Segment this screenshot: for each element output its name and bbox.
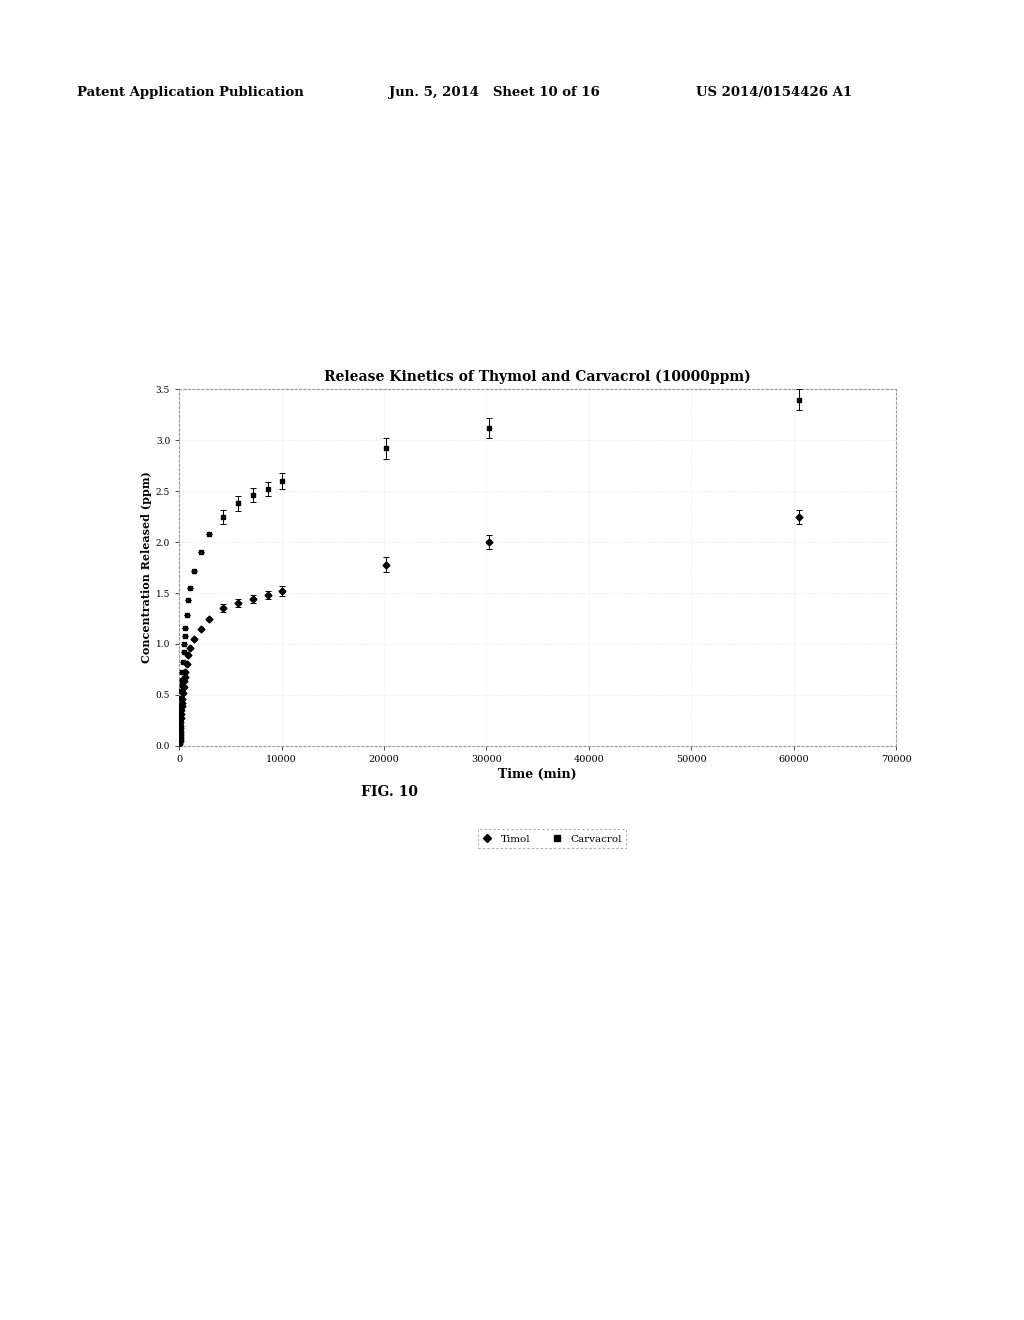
Y-axis label: Concentration Released (ppm): Concentration Released (ppm)	[140, 471, 152, 664]
Text: US 2014/0154426 A1: US 2014/0154426 A1	[696, 86, 852, 99]
Text: Patent Application Publication: Patent Application Publication	[77, 86, 303, 99]
Text: Jun. 5, 2014   Sheet 10 of 16: Jun. 5, 2014 Sheet 10 of 16	[389, 86, 600, 99]
Legend: Timol, Carvacrol: Timol, Carvacrol	[478, 829, 626, 847]
X-axis label: Time (min): Time (min)	[499, 768, 577, 781]
Title: Release Kinetics of Thymol and Carvacrol (10000ppm): Release Kinetics of Thymol and Carvacrol…	[325, 370, 751, 384]
Text: FIG. 10: FIG. 10	[360, 785, 418, 800]
